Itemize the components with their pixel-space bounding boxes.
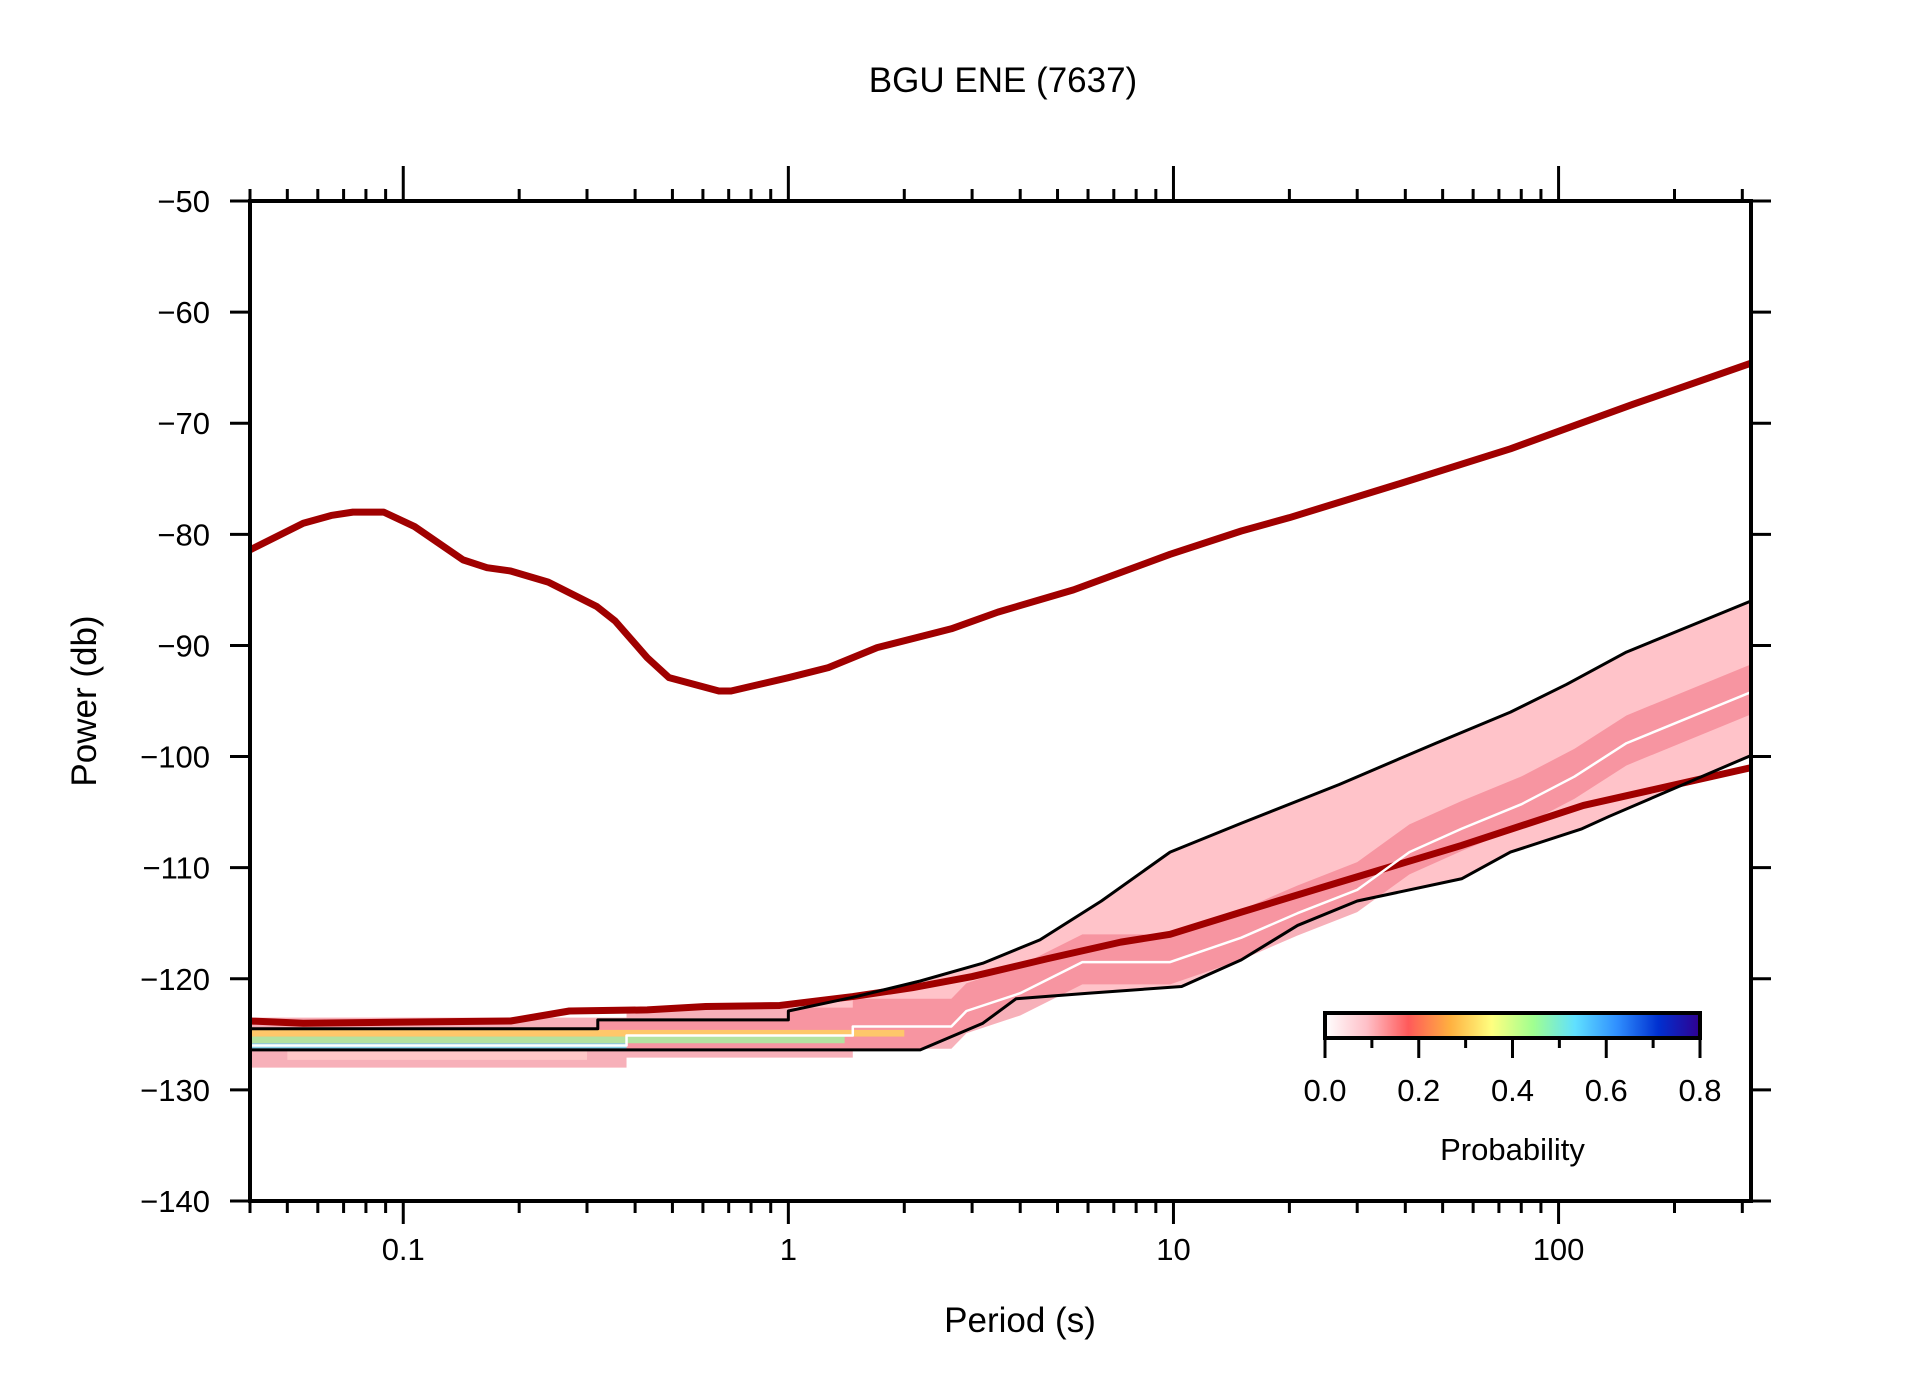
y-tick-label: −100	[140, 740, 210, 775]
mode-line	[250, 690, 1751, 1047]
plot-content	[250, 359, 1751, 1068]
axes: −50 −60 −70 −80 −90 −100 −110 −120 −130 −140 0.1 1 1…	[140, 166, 1771, 1267]
colorbar-label: Probability	[1440, 1132, 1585, 1167]
pdf-density-strip	[250, 1029, 905, 1037]
plot-area	[250, 359, 1751, 1068]
y-tick-label: −60	[157, 295, 210, 330]
x-axis-label: Period (s)	[944, 1301, 1096, 1340]
colorbar-tick-label: 0.8	[1678, 1073, 1721, 1108]
low-noise-model-line	[250, 764, 1751, 1027]
y-tick-label: −130	[140, 1073, 210, 1108]
y-tick-label: −70	[157, 406, 210, 441]
y-tick-label: −90	[157, 628, 210, 663]
colorbar-tick-label: 0.6	[1585, 1073, 1628, 1108]
colorbar-tick-label: 0.2	[1397, 1073, 1440, 1108]
x-tick-label: 1	[780, 1232, 797, 1267]
y-axis-label: Power (db)	[65, 615, 104, 786]
lower-percentile-line	[250, 754, 1751, 1052]
upper-percentile-line	[250, 599, 1751, 1031]
pdf-density-tail	[287, 1049, 587, 1060]
colorbar-tick-label: 0.0	[1303, 1073, 1346, 1108]
high-noise-model-line	[250, 359, 1751, 695]
y-tick-label: −80	[157, 517, 210, 552]
colorbar-scale	[1323, 1011, 1702, 1040]
y-tick-label: −110	[142, 851, 210, 886]
pdf-density-strip	[250, 1036, 845, 1044]
x-tick-label: 10	[1156, 1232, 1190, 1267]
x-tick-label: 100	[1533, 1232, 1585, 1267]
colorbar: 0.0 0.2 0.4 0.6 0.8 Probability	[1303, 1011, 1722, 1167]
plot-frame	[248, 199, 1753, 1203]
colorbar-tick-label: 0.4	[1491, 1073, 1534, 1108]
x-tick-label: 0.1	[382, 1232, 425, 1267]
y-tick-label: −50	[157, 184, 210, 219]
y-tick-label: −140	[140, 1184, 210, 1219]
chart-title: BGU ENE (7637)	[869, 61, 1137, 100]
y-tick-label: −120	[140, 962, 210, 997]
